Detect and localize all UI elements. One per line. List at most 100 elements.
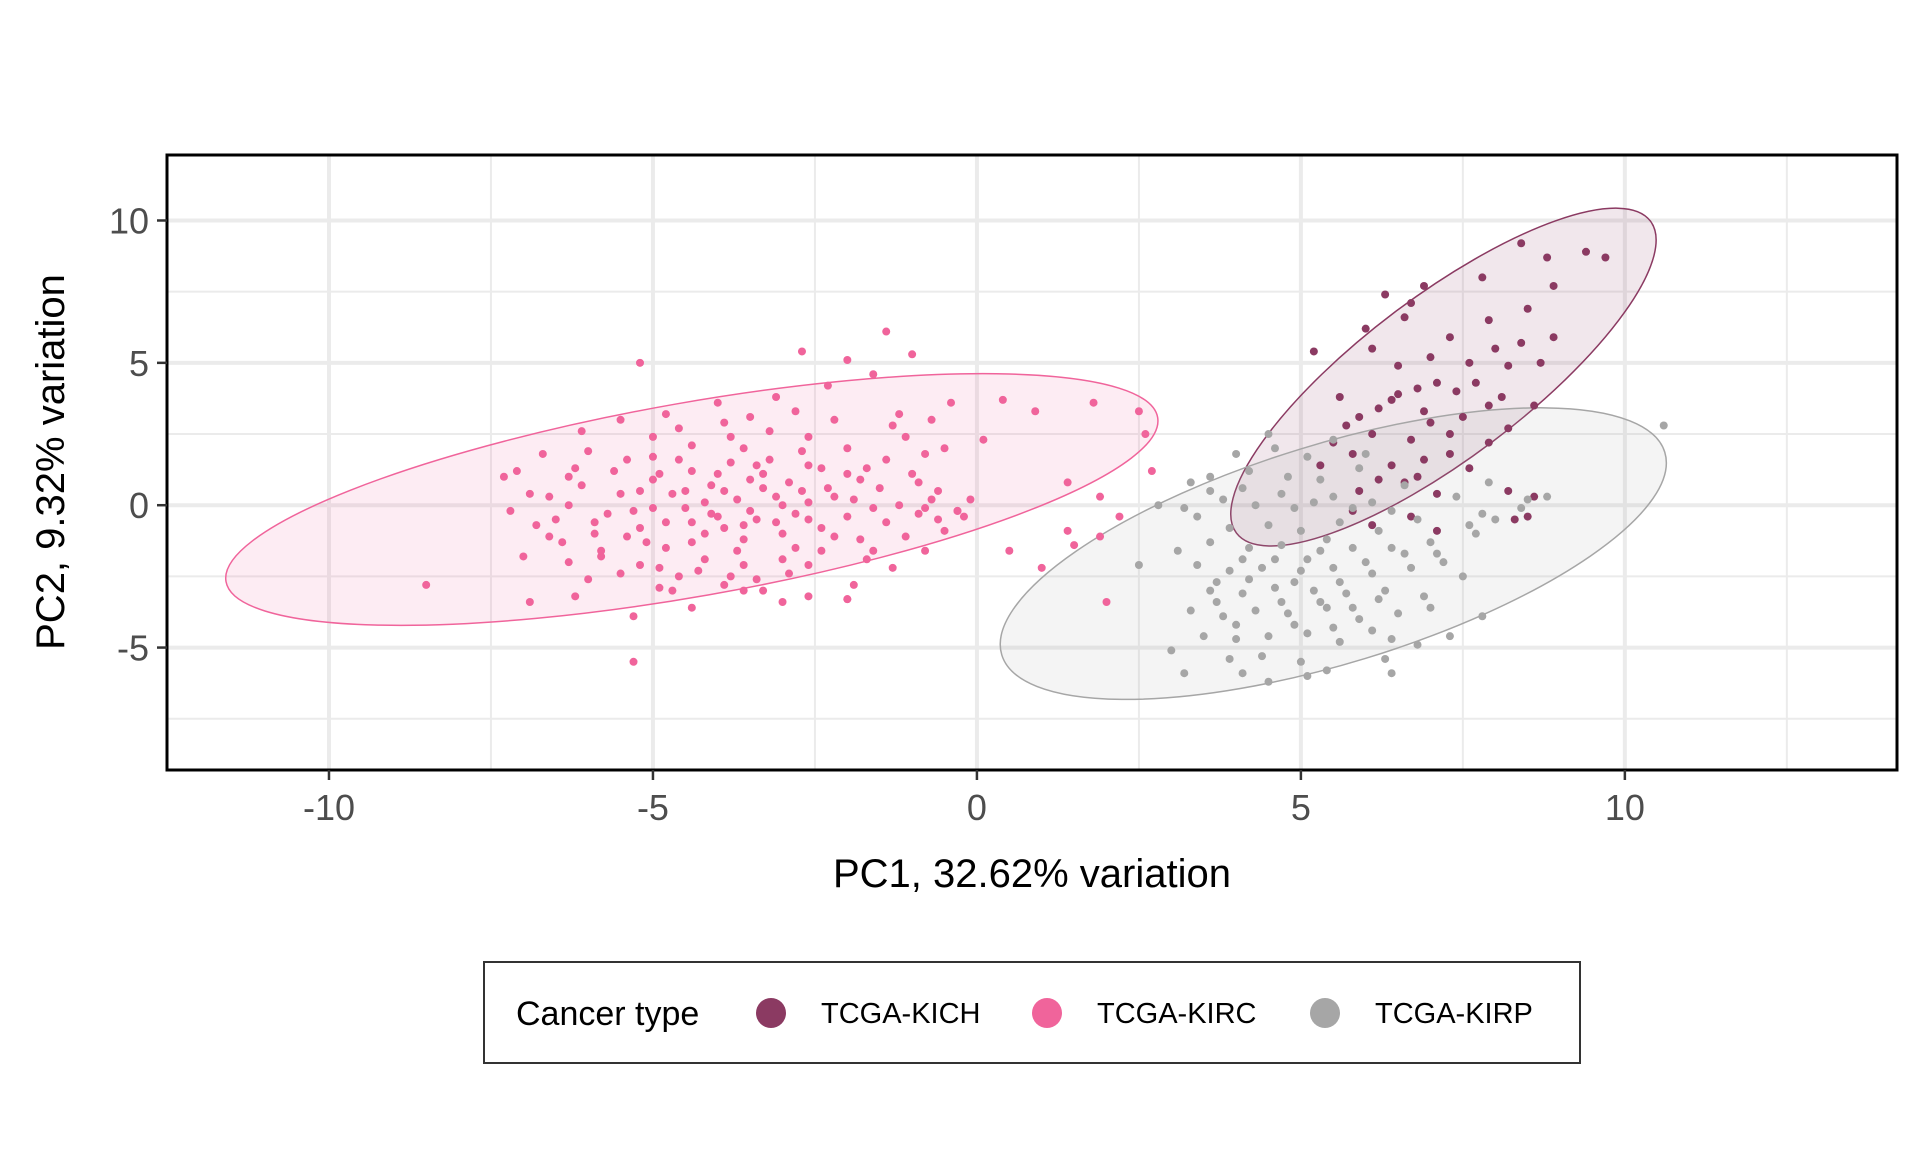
point-tcga-kirc-43 (610, 467, 619, 476)
point-tcga-kirp-73 (1478, 509, 1487, 518)
point-tcga-kirp-106 (1523, 495, 1532, 504)
point-tcga-kirc-178 (934, 515, 943, 524)
point-tcga-kirc-133 (739, 444, 748, 453)
point-tcga-kirc-167 (1147, 467, 1156, 476)
point-tcga-kirp-40 (1342, 589, 1351, 598)
point-tcga-kich-13 (1523, 304, 1532, 313)
point-tcga-kirc-71 (849, 495, 858, 504)
point-tcga-kirc-49 (700, 555, 709, 564)
point-tcga-kich-60 (1394, 390, 1403, 399)
point-tcga-kirp-91 (1316, 598, 1325, 607)
point-tcga-kirc-144 (869, 504, 878, 513)
point-tcga-kich-33 (1335, 393, 1344, 402)
point-tcga-kirc-142 (791, 543, 800, 552)
point-tcga-kirp-109 (1484, 478, 1493, 487)
point-tcga-kich-6 (1478, 273, 1487, 282)
point-tcga-kirc-31 (921, 546, 930, 555)
point-tcga-kirc-23 (597, 552, 606, 561)
point-tcga-kirc-68 (778, 529, 787, 538)
point-tcga-kirp-57 (1225, 654, 1234, 663)
point-tcga-kirc-97 (785, 569, 794, 578)
point-tcga-kirc-45 (564, 501, 573, 510)
point-tcga-kirc-161 (707, 509, 716, 518)
point-tcga-kirp-27 (1426, 538, 1435, 547)
point-tcga-kirc-56 (875, 484, 884, 493)
point-tcga-kirp-30 (1258, 563, 1267, 572)
point-tcga-kirc-1 (797, 347, 806, 356)
point-tcga-kirp-37 (1238, 589, 1247, 598)
point-tcga-kirp-101 (1322, 535, 1331, 544)
point-tcga-kirc-171 (1063, 526, 1072, 535)
point-tcga-kirc-158 (759, 484, 768, 493)
point-tcga-kirc-169 (1096, 492, 1105, 501)
point-tcga-kich-45 (1355, 486, 1364, 495)
point-tcga-kirc-89 (545, 532, 554, 541)
x-tick-label-10: 10 (1605, 787, 1645, 828)
point-tcga-kirc-32 (940, 526, 949, 535)
point-tcga-kirp-58 (1258, 652, 1267, 661)
point-tcga-kirc-166 (1141, 430, 1150, 439)
point-tcga-kirc-55 (895, 501, 904, 510)
point-tcga-kirp-50 (1199, 632, 1208, 641)
point-tcga-kirc-47 (623, 532, 632, 541)
point-tcga-kich-14 (1549, 333, 1558, 342)
ellipse-tcga-kirp (999, 407, 1668, 701)
point-tcga-kirp-99 (1212, 598, 1221, 607)
point-tcga-kirp-28 (1193, 561, 1202, 569)
point-tcga-kirc-88 (603, 509, 612, 518)
point-tcga-kirc-34 (934, 486, 943, 495)
point-tcga-kirp-114 (1413, 640, 1422, 649)
point-tcga-kich-37 (1504, 424, 1513, 433)
series-tcga-kirp (1134, 421, 1668, 686)
point-tcga-kirc-138 (590, 529, 599, 538)
point-tcga-kirc-17 (512, 467, 521, 476)
point-tcga-kirp-33 (1368, 569, 1377, 578)
point-tcga-kich-16 (1491, 344, 1500, 353)
point-tcga-kirp-75 (1400, 481, 1409, 490)
point-tcga-kirc-61 (687, 467, 696, 476)
point-tcga-kirc-95 (914, 509, 923, 518)
point-tcga-kirp-83 (1387, 506, 1396, 515)
point-tcga-kich-31 (1458, 412, 1467, 421)
legend-label-kich: TCGA-KICH (821, 998, 981, 1030)
point-tcga-kirp-41 (1381, 586, 1390, 595)
point-tcga-kirc-126 (726, 572, 735, 581)
point-tcga-kirc-140 (687, 538, 696, 547)
point-tcga-kirp-63 (1180, 669, 1189, 678)
point-tcga-kirp-0 (1264, 430, 1273, 439)
point-tcga-kirc-155 (804, 515, 813, 524)
point-tcga-kich-58 (1484, 401, 1493, 410)
point-tcga-kirc-175 (1005, 546, 1014, 555)
point-tcga-kirc-59 (765, 455, 774, 464)
point-tcga-kirp-111 (1167, 646, 1176, 655)
point-tcga-kirp-52 (1264, 632, 1273, 641)
point-tcga-kich-42 (1445, 449, 1454, 458)
point-tcga-kirc-67 (739, 535, 748, 544)
point-tcga-kirc-173 (1070, 541, 1079, 550)
point-tcga-kirp-15 (1225, 523, 1234, 532)
point-tcga-kirc-168 (1063, 478, 1072, 487)
point-tcga-kirc-9 (895, 410, 904, 419)
point-tcga-kirc-50 (739, 561, 748, 569)
point-tcga-kirc-160 (681, 486, 690, 495)
point-tcga-kirc-164 (1089, 398, 1098, 407)
point-tcga-kich-27 (1471, 378, 1480, 387)
point-tcga-kirc-90 (584, 447, 593, 456)
point-tcga-kirc-93 (830, 415, 839, 424)
point-tcga-kirc-125 (655, 563, 664, 572)
point-tcga-kirc-127 (804, 561, 813, 569)
point-tcga-kirp-6 (1283, 472, 1292, 481)
point-tcga-kirc-111 (739, 586, 748, 595)
point-tcga-kirc-124 (597, 546, 606, 555)
x-axis-title: PC1, 32.62% variation (833, 852, 1231, 896)
point-tcga-kich-22 (1504, 361, 1513, 370)
point-tcga-kirc-78 (713, 512, 722, 521)
point-tcga-kich-44 (1374, 475, 1383, 484)
point-tcga-kirp-88 (1361, 558, 1370, 567)
legend-box (483, 961, 1581, 1064)
point-tcga-kirc-96 (862, 555, 871, 564)
point-tcga-kirc-51 (778, 555, 787, 564)
point-tcga-kirc-8 (927, 415, 936, 424)
x-tick-label-0: 0 (967, 787, 987, 828)
point-tcga-kirp-71 (1458, 572, 1467, 581)
